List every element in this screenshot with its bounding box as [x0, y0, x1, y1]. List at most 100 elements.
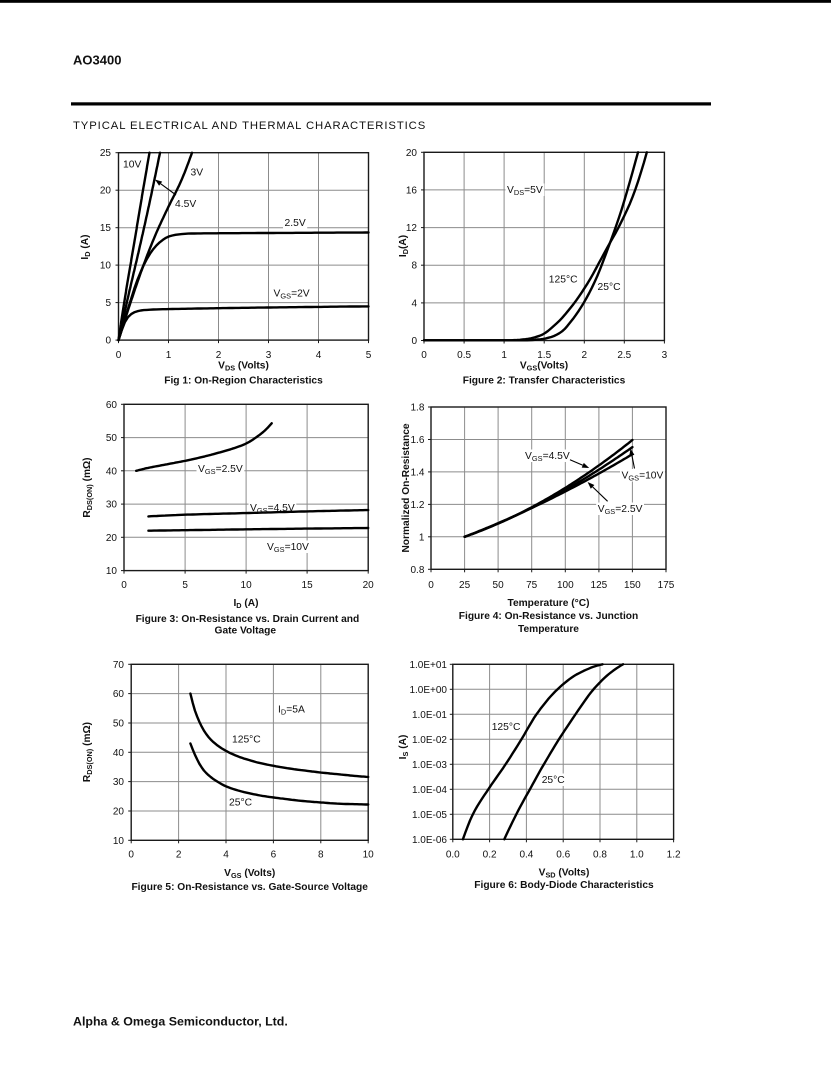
svg-text:25°C: 25°C — [598, 282, 622, 293]
svg-text:2: 2 — [176, 850, 182, 861]
svg-text:10: 10 — [100, 261, 112, 272]
svg-text:1: 1 — [419, 532, 425, 543]
svg-text:0: 0 — [116, 350, 122, 361]
svg-text:ID=5A: ID=5A — [278, 705, 305, 717]
svg-text:VSD (Volts): VSD (Volts) — [539, 868, 590, 880]
svg-text:1.0E-03: 1.0E-03 — [412, 760, 447, 771]
svg-text:1.0E+00: 1.0E+00 — [409, 685, 447, 696]
svg-text:25: 25 — [100, 148, 112, 159]
svg-text:3V: 3V — [191, 168, 204, 179]
svg-text:0.0: 0.0 — [446, 850, 460, 861]
svg-text:20: 20 — [363, 580, 375, 591]
svg-text:0: 0 — [421, 350, 427, 361]
svg-text:1.0E-05: 1.0E-05 — [412, 810, 447, 821]
svg-text:0: 0 — [428, 580, 434, 591]
svg-text:30: 30 — [106, 500, 118, 511]
svg-text:10: 10 — [241, 580, 253, 591]
svg-text:2: 2 — [582, 350, 588, 361]
svg-text:VGS=4.5V: VGS=4.5V — [250, 503, 295, 515]
svg-text:12: 12 — [406, 223, 418, 234]
svg-text:VGS=2V: VGS=2V — [274, 289, 310, 301]
svg-text:4: 4 — [223, 850, 229, 861]
svg-text:10: 10 — [106, 566, 118, 577]
svg-text:Fig 1: On-Region Characteristi: Fig 1: On-Region Characteristics — [164, 376, 323, 387]
svg-text:3: 3 — [266, 350, 272, 361]
svg-text:40: 40 — [113, 748, 125, 759]
svg-text:ID(A): ID(A) — [398, 235, 410, 257]
svg-text:50: 50 — [493, 580, 505, 591]
svg-text:40: 40 — [106, 466, 118, 477]
svg-text:8: 8 — [411, 261, 417, 272]
svg-text:0.4: 0.4 — [519, 850, 533, 861]
svg-text:125°C: 125°C — [232, 735, 261, 746]
svg-text:20: 20 — [100, 186, 112, 197]
svg-text:8: 8 — [318, 850, 324, 861]
svg-text:0: 0 — [121, 580, 127, 591]
svg-text:5: 5 — [182, 580, 188, 591]
svg-text:VGS=10V: VGS=10V — [622, 471, 664, 483]
svg-text:VDS=5V: VDS=5V — [507, 185, 543, 197]
svg-text:2.5: 2.5 — [617, 350, 631, 361]
svg-text:Figure 5: On-Resistance vs. Ga: Figure 5: On-Resistance vs. Gate-Source … — [131, 882, 368, 893]
svg-text:0.2: 0.2 — [483, 850, 497, 861]
svg-text:75: 75 — [526, 580, 538, 591]
svg-text:Temperature (°C): Temperature (°C) — [507, 598, 589, 609]
svg-text:20: 20 — [106, 533, 118, 544]
svg-text:0.6: 0.6 — [556, 850, 570, 861]
svg-text:2.5V: 2.5V — [285, 218, 306, 229]
svg-text:VGS=10V: VGS=10V — [267, 542, 309, 554]
svg-text:AO3400: AO3400 — [73, 53, 121, 68]
svg-text:VDS (Volts): VDS (Volts) — [218, 361, 269, 373]
svg-text:4.5V: 4.5V — [175, 199, 196, 210]
svg-text:175: 175 — [658, 580, 675, 591]
svg-text:RDS(ON) (mΩ): RDS(ON) (mΩ) — [82, 722, 94, 782]
svg-text:Alpha & Omega Semiconductor, L: Alpha & Omega Semiconductor, Ltd. — [73, 1014, 288, 1028]
svg-text:VGS=4.5V: VGS=4.5V — [525, 451, 570, 463]
svg-text:25°C: 25°C — [542, 775, 566, 786]
svg-text:5: 5 — [105, 298, 111, 309]
svg-text:VGS=2.5V: VGS=2.5V — [198, 464, 243, 476]
svg-text:1: 1 — [501, 350, 507, 361]
svg-text:50: 50 — [106, 433, 118, 444]
svg-text:60: 60 — [106, 400, 118, 411]
svg-text:125°C: 125°C — [549, 275, 578, 286]
svg-text:15: 15 — [100, 223, 112, 234]
svg-text:4: 4 — [411, 298, 417, 309]
svg-text:ID (A): ID (A) — [233, 598, 258, 610]
svg-text:15: 15 — [302, 580, 314, 591]
svg-text:1.4: 1.4 — [410, 467, 424, 478]
svg-text:50: 50 — [113, 719, 125, 730]
svg-text:1.0E-02: 1.0E-02 — [412, 735, 447, 746]
svg-text:125: 125 — [591, 580, 608, 591]
svg-text:1.0E-06: 1.0E-06 — [412, 835, 447, 846]
svg-text:60: 60 — [113, 689, 125, 700]
svg-text:1.5: 1.5 — [537, 350, 551, 361]
svg-text:10V: 10V — [123, 160, 141, 171]
svg-text:Temperature: Temperature — [518, 624, 579, 635]
svg-text:Figure 6: Body-Diode Character: Figure 6: Body-Diode Characteristics — [474, 880, 654, 891]
svg-text:VGS(Volts): VGS(Volts) — [520, 361, 568, 373]
svg-text:1.0E-04: 1.0E-04 — [412, 785, 447, 796]
svg-text:1: 1 — [166, 350, 172, 361]
svg-text:5: 5 — [366, 350, 372, 361]
svg-text:0: 0 — [128, 850, 134, 861]
svg-text:25: 25 — [459, 580, 471, 591]
svg-text:3: 3 — [662, 350, 668, 361]
svg-text:0.5: 0.5 — [457, 350, 471, 361]
svg-text:1.2: 1.2 — [410, 500, 424, 511]
svg-text:100: 100 — [557, 580, 574, 591]
svg-text:Figure 3: On-Resistance vs. Dr: Figure 3: On-Resistance vs. Drain Curren… — [136, 614, 360, 625]
svg-text:TYPICAL ELECTRICAL AND THERMAL: TYPICAL ELECTRICAL AND THERMAL CHARACTER… — [73, 120, 426, 132]
svg-text:VGS=2.5V: VGS=2.5V — [598, 504, 643, 516]
svg-text:0.8: 0.8 — [410, 565, 424, 576]
svg-text:1.0: 1.0 — [630, 850, 644, 861]
svg-text:4: 4 — [316, 350, 322, 361]
svg-text:1.0E-01: 1.0E-01 — [412, 710, 447, 721]
svg-text:ID (A): ID (A) — [80, 234, 92, 259]
svg-text:1.0E+01: 1.0E+01 — [409, 660, 447, 671]
svg-text:IS (A): IS (A) — [398, 735, 410, 760]
svg-text:1.8: 1.8 — [410, 403, 424, 414]
svg-text:20: 20 — [406, 148, 418, 159]
svg-text:25°C: 25°C — [229, 798, 253, 809]
svg-text:1.2: 1.2 — [667, 850, 681, 861]
